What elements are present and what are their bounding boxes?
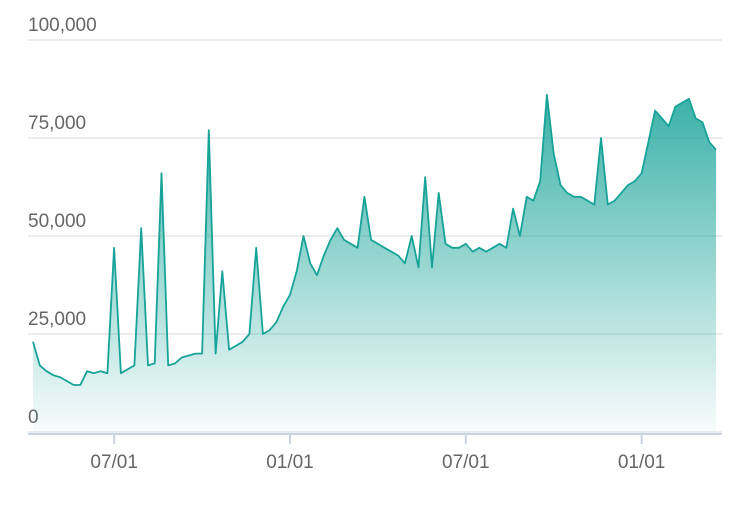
data-line: [32, 94, 717, 386]
x-tick-label: 07/01: [442, 452, 490, 473]
y-tick-label: 25,000: [28, 309, 86, 330]
y-tick-label: 75,000: [28, 113, 86, 134]
x-tick-label: 01/01: [618, 452, 666, 473]
y-tick-label: 50,000: [28, 211, 86, 232]
x-tick-label: 01/01: [266, 452, 314, 473]
y-tick-label: 100,000: [28, 15, 97, 36]
x-tick-label: 07/01: [90, 452, 138, 473]
area-fill: [33, 94, 716, 433]
